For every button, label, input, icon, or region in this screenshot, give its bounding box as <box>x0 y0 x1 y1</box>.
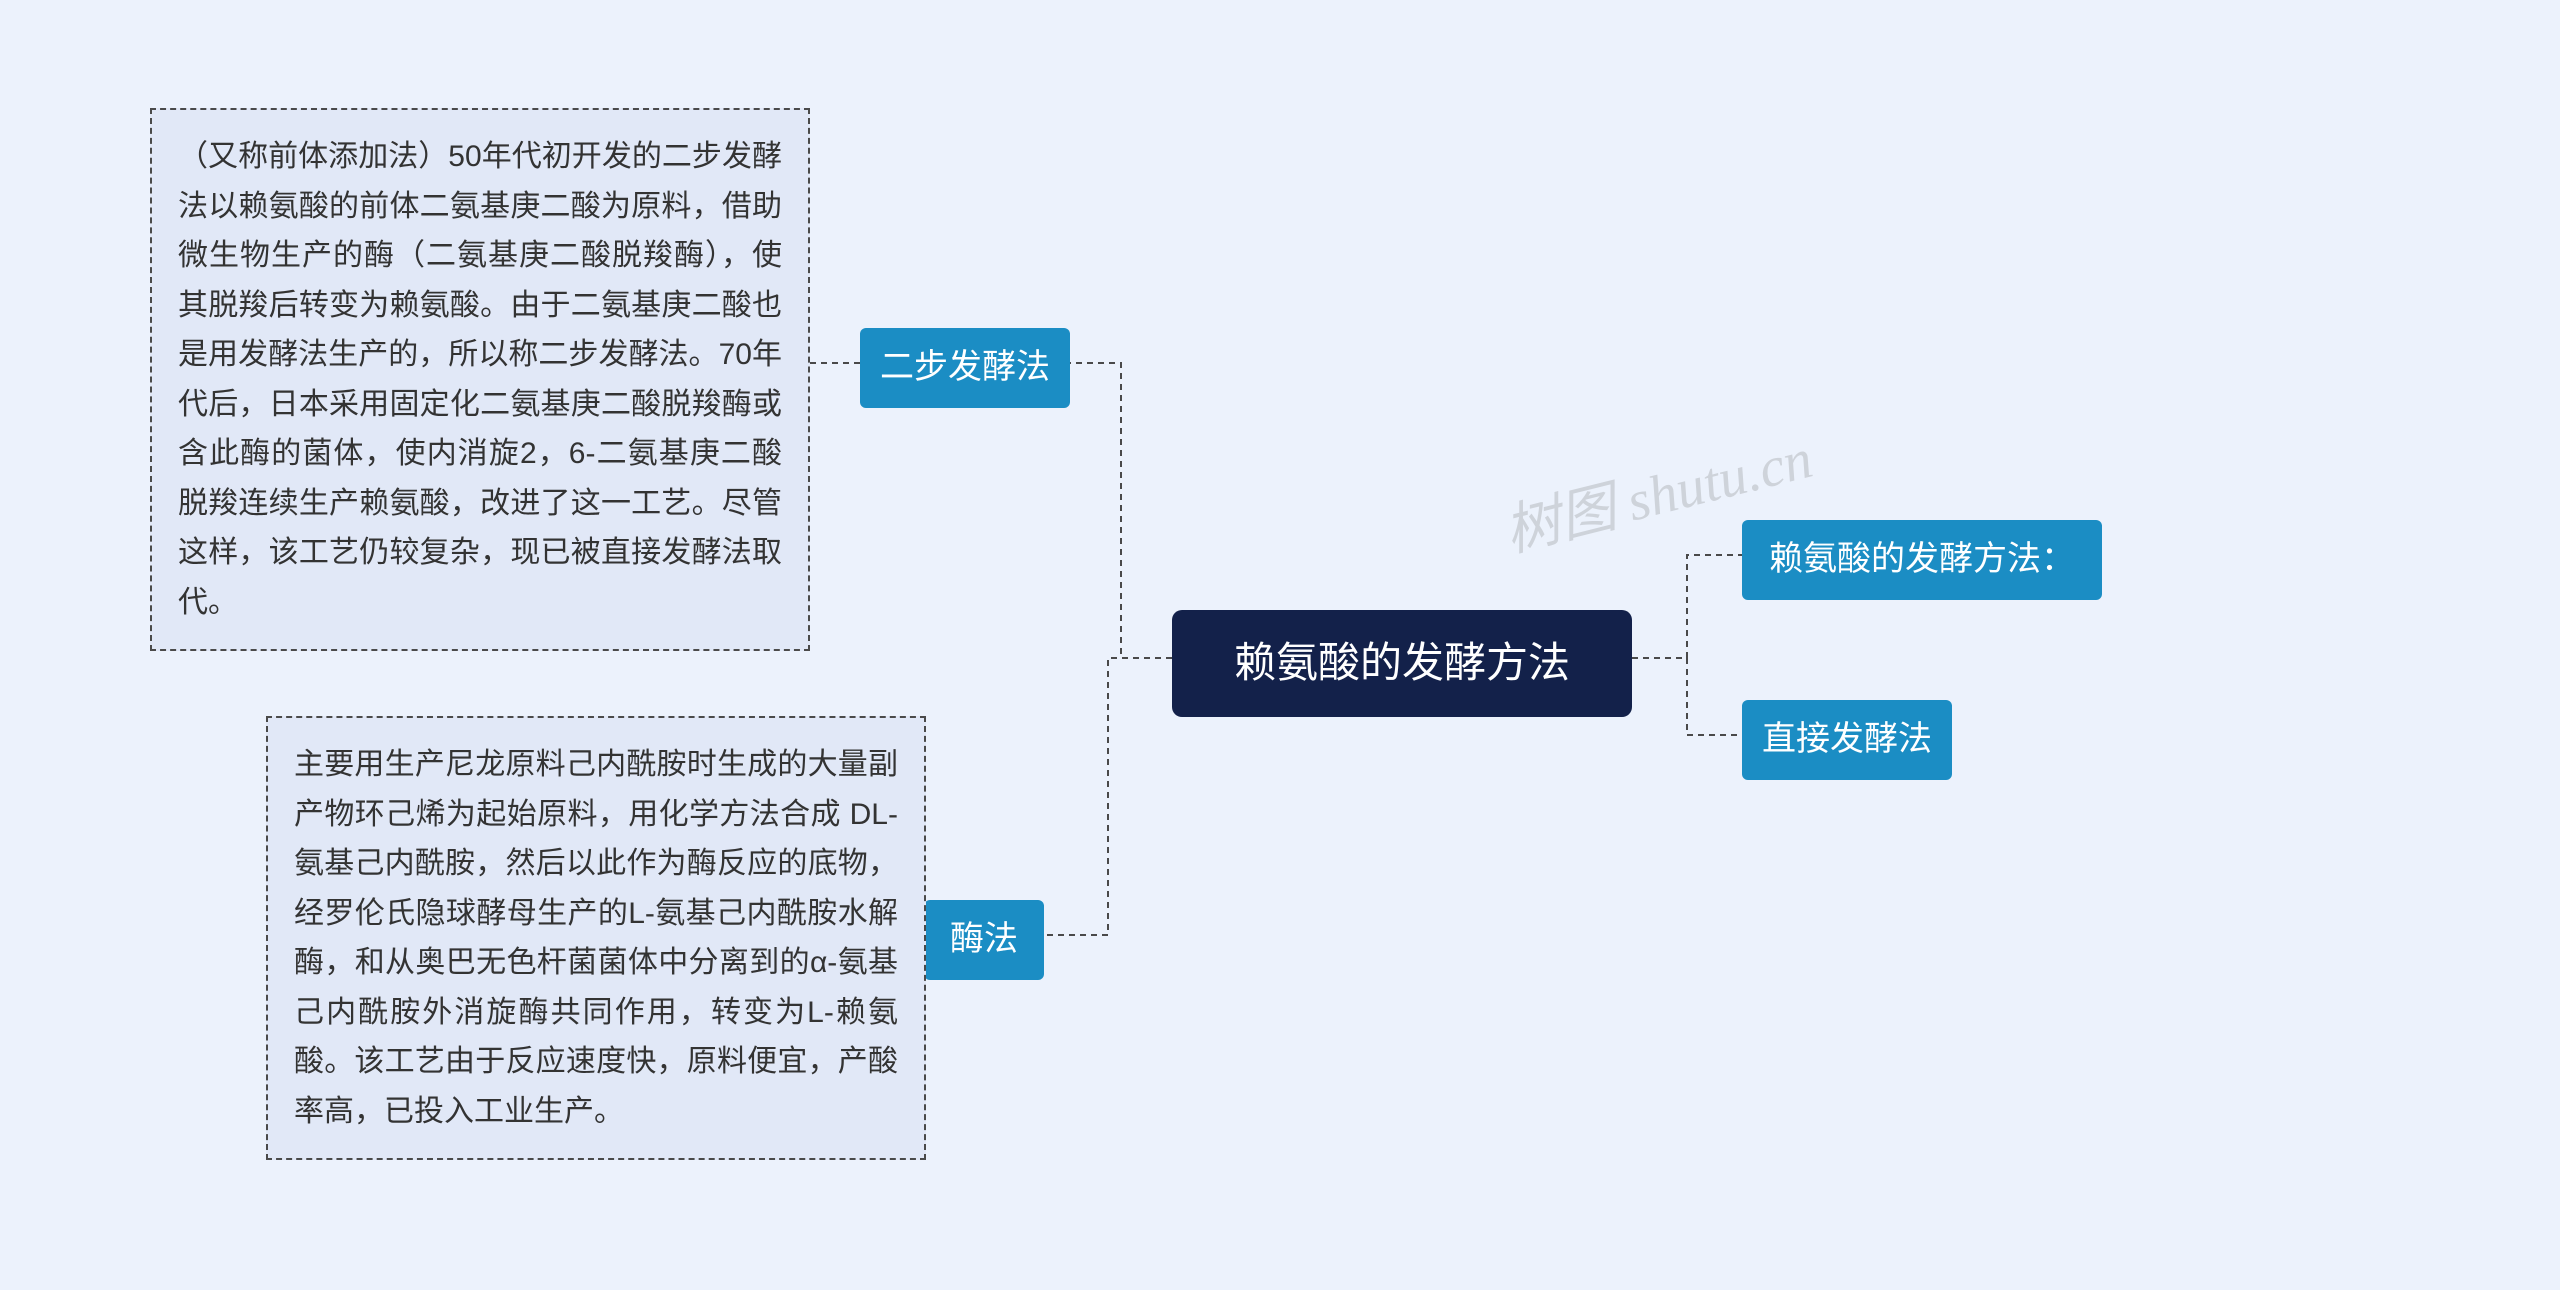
branch-enzyme[interactable]: 酶法 <box>924 900 1044 980</box>
branch-methods[interactable]: 赖氨酸的发酵方法： <box>1742 520 2102 600</box>
mindmap-canvas: 树图 shutu.cn 树图 shutu.cn 赖氨酸的发酵方法 二步发酵法 （… <box>0 0 2560 1290</box>
branch-two-step[interactable]: 二步发酵法 <box>860 328 1070 408</box>
root-node[interactable]: 赖氨酸的发酵方法 <box>1172 610 1632 717</box>
branch-direct[interactable]: 直接发酵法 <box>1742 700 1952 780</box>
leaf-enzyme-detail: 主要用生产尼龙原料己内酰胺时生成的大量副产物环己烯为起始原料，用化学方法合成 D… <box>266 716 926 1160</box>
leaf-two-step-detail: （又称前体添加法）50年代初开发的二步发酵法以赖氨酸的前体二氨基庚二酸为原料，借… <box>150 108 810 651</box>
